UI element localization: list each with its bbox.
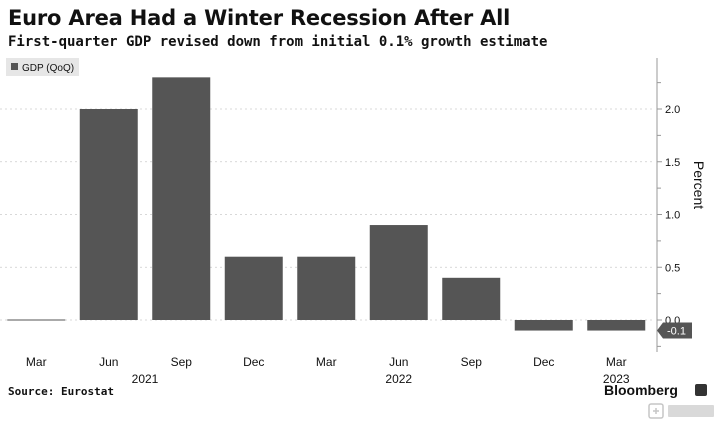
y-tick-label: 0.5: [665, 262, 680, 274]
watermark-logo-icon: [648, 403, 714, 419]
x-tick-label: Sep: [171, 355, 193, 369]
x-year-label: 2021: [132, 372, 159, 386]
legend-swatch: [11, 63, 18, 70]
bar: [224, 256, 283, 320]
legend-box: [6, 58, 79, 76]
chart-subtitle: First-quarter GDP revised down from init…: [8, 34, 548, 50]
x-year-label: 2023: [603, 372, 630, 386]
y-axis-title: Percent: [691, 161, 707, 209]
legend-label: GDP (QoQ): [22, 63, 74, 74]
x-tick-label: Mar: [26, 355, 47, 369]
last-value-label: -0.1: [667, 326, 686, 338]
bar: [587, 320, 646, 331]
y-tick-label: 2.0: [665, 104, 680, 116]
y-tick-label: 1.0: [665, 210, 680, 222]
x-tick-label: Mar: [606, 355, 627, 369]
source-note: Source: Eurostat: [8, 385, 114, 398]
bar: [514, 320, 573, 331]
x-tick-label: Sep: [461, 355, 483, 369]
x-year-label: 2022: [385, 372, 412, 386]
bar: [79, 109, 138, 320]
bar: [152, 77, 211, 320]
x-tick-label: Dec: [243, 355, 264, 369]
y-tick-label: 1.5: [665, 157, 680, 169]
brand-logo: Bloomberg: [604, 382, 678, 398]
brand-badge-icon: [695, 384, 707, 396]
bar: [297, 256, 356, 320]
x-tick-label: Jun: [389, 355, 408, 369]
bar: [442, 277, 501, 320]
last-value-badge: [657, 322, 692, 339]
chart-title: Euro Area Had a Winter Recession After A…: [8, 6, 511, 30]
x-tick-label: Dec: [533, 355, 554, 369]
bar: [369, 225, 428, 320]
x-tick-label: Mar: [316, 355, 337, 369]
x-tick-label: Jun: [99, 355, 118, 369]
